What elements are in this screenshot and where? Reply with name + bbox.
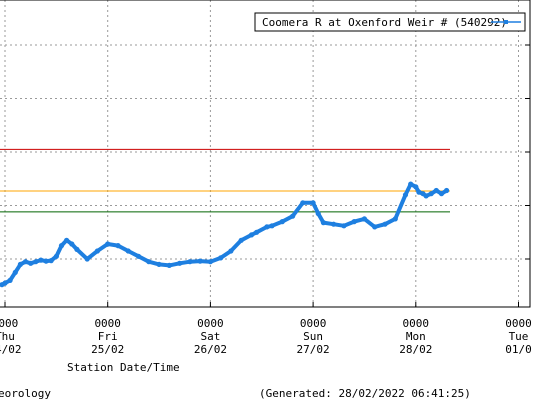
x-tick-label: 0000 <box>300 317 327 330</box>
data-point <box>320 220 326 226</box>
data-point <box>33 259 39 265</box>
data-point <box>197 258 203 264</box>
data-point <box>48 258 54 264</box>
data-point <box>94 248 100 254</box>
x-tick-label: Mon <box>406 330 426 343</box>
data-point <box>382 221 388 227</box>
data-point <box>125 248 131 254</box>
axis-ticks <box>4 44 530 307</box>
data-point <box>341 223 347 229</box>
data-point <box>156 261 162 267</box>
x-tick-label: 0000 <box>0 317 18 330</box>
data-point <box>351 219 357 225</box>
x-tick-label: 0000 <box>94 317 121 330</box>
data-point <box>300 200 306 206</box>
data-point <box>135 253 142 259</box>
data-point <box>331 221 337 227</box>
data-point <box>248 232 255 238</box>
data-point <box>428 191 434 197</box>
data-point <box>290 213 296 219</box>
data-point <box>444 187 450 194</box>
threshold-lines <box>0 148 450 213</box>
x-tick-label: 28/02 <box>399 343 432 356</box>
data-point <box>269 223 275 229</box>
data-point <box>218 255 224 261</box>
data-point <box>372 224 378 230</box>
data-point <box>12 269 18 275</box>
legend-label: Coomera R at Oxenford Weir # (540292) <box>262 16 507 29</box>
data-point <box>310 200 316 206</box>
data-point <box>402 192 409 198</box>
x-tick-label: 26/02 <box>194 343 227 356</box>
data-point <box>53 253 60 259</box>
data-point <box>264 224 270 230</box>
x-tick-label: Tue <box>509 330 529 343</box>
data-point <box>238 237 244 243</box>
legend: Coomera R at Oxenford Weir # (540292) <box>254 12 526 32</box>
data-point <box>433 187 439 194</box>
footer-generated: (Generated: 28/02/2022 06:41:25) <box>259 387 471 400</box>
data-point <box>43 258 49 264</box>
data-point <box>115 243 121 249</box>
x-tick-label: 24/02 <box>0 343 22 356</box>
data-point <box>408 181 414 187</box>
data-point <box>279 219 285 225</box>
data-point <box>228 248 234 254</box>
x-tick-label: 0000 <box>197 317 224 330</box>
data-point <box>28 260 34 266</box>
data-point <box>315 210 321 217</box>
data-point <box>64 237 70 243</box>
data-point <box>22 259 29 265</box>
data-point <box>17 261 23 267</box>
data-point <box>74 246 80 252</box>
data-point <box>392 216 398 222</box>
data-point <box>166 262 172 268</box>
series-group <box>0 181 450 288</box>
x-tick-labels: 0000Thu24/020000Fri25/020000Sat26/020000… <box>0 317 532 356</box>
data-point <box>416 189 422 195</box>
x-tick-label: Fri <box>98 330 118 343</box>
data-point <box>146 259 152 265</box>
x-tick-label: Thu <box>0 330 15 343</box>
legend-marker <box>504 20 508 24</box>
data-point <box>38 257 44 263</box>
x-tick-label: 25/02 <box>91 343 124 356</box>
data-point <box>69 241 75 247</box>
series-line <box>0 182 449 287</box>
data-point <box>105 241 111 247</box>
data-point <box>361 216 367 222</box>
x-tick-label: Sat <box>200 330 220 343</box>
data-point <box>84 256 90 262</box>
legend-box <box>254 12 526 32</box>
data-point <box>413 184 419 190</box>
x-tick-label: 0000 <box>403 317 430 330</box>
data-point <box>438 191 445 197</box>
data-point <box>177 260 183 266</box>
footer-left: eorology <box>0 387 51 400</box>
data-point <box>7 277 13 283</box>
x-tick-label: 01/0 <box>505 343 532 356</box>
data-point <box>423 193 429 199</box>
grid-lines <box>0 0 530 307</box>
x-axis-title: Station Date/Time <box>67 361 180 374</box>
data-point <box>58 243 65 249</box>
data-point <box>187 259 193 265</box>
x-tick-label: 27/02 <box>297 343 330 356</box>
data-point <box>254 229 260 235</box>
x-tick-label: 0000 <box>505 317 532 330</box>
data-point <box>2 280 8 286</box>
plot-frame <box>0 0 531 308</box>
x-tick-label: Sun <box>303 330 323 343</box>
data-point <box>207 259 213 265</box>
